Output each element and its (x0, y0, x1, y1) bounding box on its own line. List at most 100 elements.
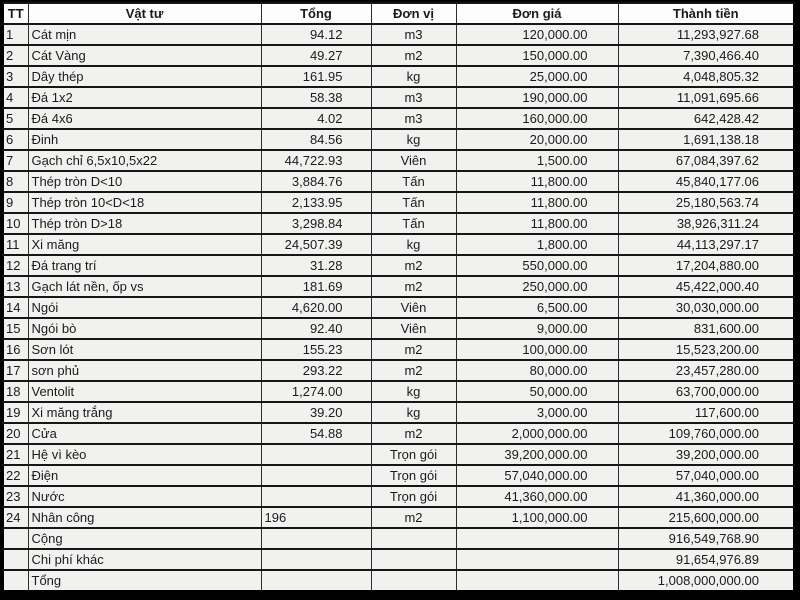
table-row-cell-thanh_tien: 1,691,138.18 (617, 128, 794, 150)
table-row-cell-thanh_tien: 11,091,695.66 (617, 86, 794, 108)
table-row-cell-tong: 1,274.00 (260, 380, 371, 402)
table-row-cell-thanh_tien: 25,180,563.74 (617, 191, 794, 213)
table-row: 6 Đinh 84.56 kg 20,000.00 1,691,138.18 (2, 128, 794, 150)
table-row-cell-tong: 84.56 (260, 128, 371, 150)
table-row-cell-thanh_tien: 41,360,000.00 (617, 485, 794, 507)
table-row-cell-thanh_tien: 642,428.42 (617, 107, 794, 129)
table-row-cell-don_gia: 20,000.00 (455, 128, 618, 150)
table-row-cell-tt: 23 (2, 485, 28, 507)
table-row: 7 Gạch chỉ 6,5x10,5x22 44,722.93 Viên 1,500.… (2, 149, 794, 171)
table-row: 11 Xi măng 24,507.39 kg 1,800.00 44,113,297.1… (2, 233, 794, 255)
table-row: 12 Đá trang trí 31.28 m2 550,000.00 17,204,88… (2, 254, 794, 276)
table-row-cell-don_vi: Trọn gói (370, 485, 456, 507)
table-row-cell-don_vi: Tấn (370, 191, 456, 213)
table-row-cell-tt: 2 (2, 44, 28, 66)
table-row-cell-tong: 49.27 (260, 44, 371, 66)
table-row-cell-tt: 1 (2, 23, 28, 45)
table-row: 14 Ngói 4,620.00 Viên 6,500.00 30,030,000.00 (2, 296, 794, 318)
table-row-cell-don_vi: kg (370, 233, 456, 255)
summary-row-cell-tong (260, 527, 371, 549)
table-body: 1 Cát mịn 94.12 m3 120,000.00 11,293,927.68 2 C… (2, 23, 794, 592)
table-row-cell-tong: 92.40 (260, 317, 371, 339)
table-row-cell-thanh_tien: 45,422,000.40 (617, 275, 794, 297)
table-row-cell-tt: 8 (2, 170, 28, 192)
table-row-cell-tt: 7 (2, 149, 28, 171)
table-row-cell-tong: 196 (260, 506, 371, 528)
table-row-cell-thanh_tien: 44,113,297.17 (617, 233, 794, 255)
summary-row-cell-don_vi (370, 527, 456, 549)
summary-row-cell-vat_tu: Chi phí khác (27, 548, 261, 570)
table-row-cell-thanh_tien: 4,048,805.32 (617, 65, 794, 87)
table-row-cell-vat_tu: Ngói (27, 296, 261, 318)
summary-row-cell-thanh_tien: 1,008,000,000.00 (617, 569, 794, 592)
table-row-cell-tong: 3,884.76 (260, 170, 371, 192)
table-row-cell-vat_tu: Điện (27, 464, 261, 486)
table-row-cell-vat_tu: Đá 1x2 (27, 86, 261, 108)
table-row-cell-don_gia: 25,000.00 (455, 65, 618, 87)
table-row-cell-don_vi: Viên (370, 149, 456, 171)
summary-row-cell-don_vi (370, 569, 456, 592)
table-row-cell-don_gia: 11,800.00 (455, 170, 618, 192)
table-row-cell-don_vi: kg (370, 128, 456, 150)
summary-row-cell-don_vi (370, 548, 456, 570)
table-row-cell-tt: 3 (2, 65, 28, 87)
table-row-cell-don_gia: 6,500.00 (455, 296, 618, 318)
table-row-cell-tong: 24,507.39 (260, 233, 371, 255)
table-row-cell-tt: 17 (2, 359, 28, 381)
table-row-cell-thanh_tien: 109,760,000.00 (617, 422, 794, 444)
table-row-cell-thanh_tien: 17,204,880.00 (617, 254, 794, 276)
table-row-cell-don_gia: 2,000,000.00 (455, 422, 618, 444)
table-row: 5 Đá 4x6 4.02 m3 160,000.00 642,428.42 (2, 107, 794, 129)
summary-row-cell-vat_tu: Cộng (27, 527, 261, 549)
table-row: 20 Cửa 54.88 m2 2,000,000.00 109,760,000.00 (2, 422, 794, 444)
table-row-cell-tong: 293.22 (260, 359, 371, 381)
table-row-cell-tong (260, 443, 371, 465)
table-row-cell-don_gia: 57,040,000.00 (455, 464, 618, 486)
table-row-cell-vat_tu: Đá trang trí (27, 254, 261, 276)
table-row-cell-thanh_tien: 23,457,280.00 (617, 359, 794, 381)
table-row-cell-don_vi: kg (370, 401, 456, 423)
column-header-thanh_tien: Thành tiền (617, 2, 794, 24)
table-row-cell-don_gia: 39,200,000.00 (455, 443, 618, 465)
table-row-cell-don_vi: m2 (370, 44, 456, 66)
table-row-cell-tt: 14 (2, 296, 28, 318)
table-row: 23 Nước Trọn gói 41,360,000.00 41,360,000.00 (2, 485, 794, 507)
table-row: 16 Sơn lót 155.23 m2 100,000.00 15,523,200.00 (2, 338, 794, 360)
table-row: 10 Thép tròn D>18 3,298.84 Tấn 11,800.00 38,9… (2, 212, 794, 234)
materials-cost-table-wrap: TT Vật tư Tổng Đơn vị Đơn giá Thành tiền 1 Cát… (2, 2, 795, 593)
table-row-cell-don_gia: 120,000.00 (455, 23, 618, 45)
table-row-cell-thanh_tien: 831,600.00 (617, 317, 794, 339)
summary-row-cell-thanh_tien: 91,654,976.89 (617, 548, 794, 570)
table-row-cell-don_vi: kg (370, 380, 456, 402)
table-row-cell-vat_tu: Thép tròn D<10 (27, 170, 261, 192)
table-row-cell-tong: 39.20 (260, 401, 371, 423)
table-row-cell-vat_tu: Nước (27, 485, 261, 507)
summary-row-cell-tong (260, 569, 371, 592)
table-row-cell-don_gia: 50,000.00 (455, 380, 618, 402)
table-row-cell-tong: 4,620.00 (260, 296, 371, 318)
table-row-cell-thanh_tien: 45,840,177.06 (617, 170, 794, 192)
table-row-cell-thanh_tien: 117,600.00 (617, 401, 794, 423)
table-row: 18 Ventolit 1,274.00 kg 50,000.00 63,700,000.… (2, 380, 794, 402)
table-row-cell-don_gia: 100,000.00 (455, 338, 618, 360)
table-row: 22 Điện Trọn gói 57,040,000.00 57,040,000.00 (2, 464, 794, 486)
table-row-cell-thanh_tien: 215,600,000.00 (617, 506, 794, 528)
table-row-cell-tt: 4 (2, 86, 28, 108)
table-row-cell-don_gia: 190,000.00 (455, 86, 618, 108)
table-row-cell-don_vi: m2 (370, 422, 456, 444)
table-row-cell-don_vi: m2 (370, 359, 456, 381)
table-row-cell-vat_tu: Gạch lát nền, ốp vs (27, 275, 261, 297)
table-row-cell-tt: 16 (2, 338, 28, 360)
table-row: 24 Nhân công 196 m2 1,100,000.00 215,600,000.… (2, 506, 794, 528)
table-row-cell-vat_tu: sơn phủ (27, 359, 261, 381)
table-row-cell-tt: 18 (2, 380, 28, 402)
table-row-cell-don_vi: Tấn (370, 212, 456, 234)
table-row-cell-don_gia: 1,800.00 (455, 233, 618, 255)
table-row-cell-thanh_tien: 63,700,000.00 (617, 380, 794, 402)
table-row-cell-thanh_tien: 30,030,000.00 (617, 296, 794, 318)
table-row-cell-thanh_tien: 67,084,397.62 (617, 149, 794, 171)
table-row-cell-tong: 58.38 (260, 86, 371, 108)
table-row-cell-vat_tu: Xi măng (27, 233, 261, 255)
table-row-cell-tong: 54.88 (260, 422, 371, 444)
summary-row: Chi phí khác 91,654,976.89 (2, 548, 794, 570)
